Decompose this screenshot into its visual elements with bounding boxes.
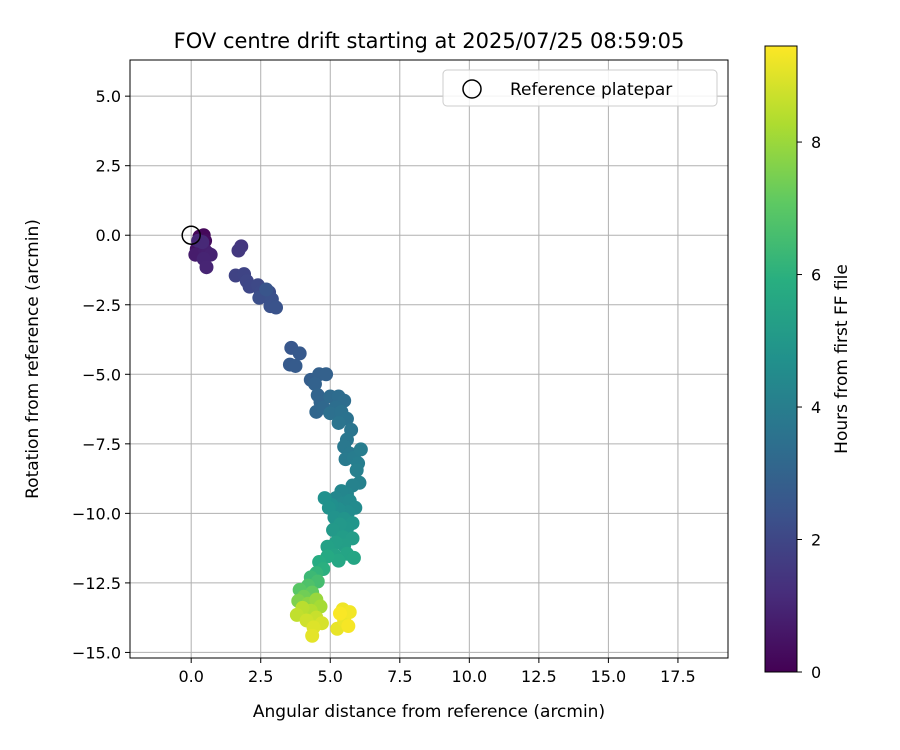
reference-platepar-marker: [181, 225, 201, 245]
data-point: [199, 260, 214, 275]
data-point: [331, 415, 346, 430]
colorbar: 0 2 4 6 8 Hours from first FF file: [764, 45, 852, 682]
data-point: [231, 243, 246, 258]
data-point: [341, 619, 356, 634]
x-axis-ticks: 0.0 2.5 5.0 7.5 10.0 12.5 15.0 17.5: [178, 658, 696, 686]
data-point: [259, 282, 274, 297]
data-point: [353, 442, 368, 457]
colorbar-tick-label: 4: [811, 398, 821, 417]
colorbar-label: Hours from first FF file: [832, 264, 852, 454]
x-tick-label: 0.0: [178, 667, 203, 686]
y-tick-label: 0.0: [96, 226, 121, 245]
legend-box: [442, 69, 718, 107]
grid-lines: [130, 60, 728, 658]
colorbar-gradient: [764, 45, 798, 673]
x-tick-label: 7.5: [387, 667, 412, 686]
x-tick-label: 2.5: [248, 667, 273, 686]
data-point: [307, 377, 322, 392]
y-tick-label: 2.5: [96, 157, 121, 176]
x-axis-label: Angular distance from reference (arcmin): [253, 702, 605, 722]
legend-reference-icon: [462, 79, 482, 99]
y-tick-label: −12.5: [72, 574, 121, 593]
data-point: [323, 406, 338, 421]
data-point: [332, 606, 347, 621]
y-axis-ticks: 5.0 2.5 0.0 −2.5 −5.0 −7.5 −10.0 −12.5 −15.0: [72, 87, 130, 662]
data-points: [188, 228, 368, 643]
chart-title: FOV centre drift starting at 2025/07/25 …: [174, 29, 685, 53]
y-tick-label: 5.0: [96, 87, 121, 106]
x-tick-label: 17.5: [660, 667, 696, 686]
x-tick-label: 5.0: [318, 667, 343, 686]
x-tick-label: 10.0: [452, 667, 488, 686]
y-tick-label: −7.5: [82, 435, 121, 454]
data-point: [319, 367, 334, 382]
colorbar-tick-label: 8: [811, 133, 821, 152]
y-tick-label: −5.0: [82, 365, 121, 384]
colorbar-tick-label: 0: [811, 663, 821, 682]
data-point: [346, 550, 361, 565]
colorbar-ticks: 0 2 4 6 8: [797, 133, 821, 682]
data-point: [331, 553, 346, 568]
data-point: [326, 523, 341, 538]
data-point: [288, 358, 303, 373]
colorbar-tick-label: 6: [811, 266, 821, 285]
legend-entry-reference-platepar: Reference platepar: [510, 80, 672, 100]
y-tick-label: −2.5: [82, 296, 121, 315]
y-tick-label: −15.0: [72, 643, 121, 662]
data-point: [269, 300, 284, 315]
y-axis-label: Rotation from reference (arcmin): [23, 219, 43, 499]
plot-frame: [129, 59, 729, 659]
y-tick-label: −10.0: [72, 504, 121, 523]
data-point: [292, 346, 307, 361]
legend: Reference platepar: [442, 69, 718, 107]
data-point: [305, 628, 320, 643]
data-point: [349, 463, 364, 478]
colorbar-tick-label: 2: [811, 531, 821, 550]
x-tick-label: 12.5: [521, 667, 557, 686]
x-tick-label: 15.0: [591, 667, 627, 686]
